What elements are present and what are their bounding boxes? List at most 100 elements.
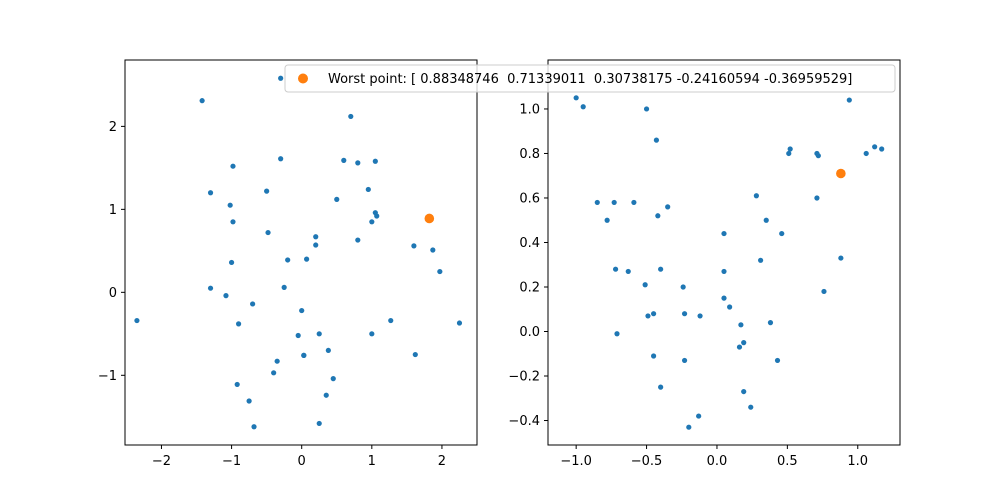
data-point <box>199 98 205 104</box>
data-point <box>879 146 885 152</box>
y-tick-label: 0.0 <box>519 325 540 340</box>
axes-frame <box>547 59 901 446</box>
legend-label: Worst point: [ 0.88348746 0.71339011 0.3… <box>328 72 852 87</box>
data-point <box>299 307 305 314</box>
data-point <box>227 202 233 208</box>
data-point <box>230 163 236 169</box>
data-point <box>821 288 827 295</box>
x-tick-label: 2 <box>438 454 446 469</box>
data-point <box>348 113 354 120</box>
x-tick-label: 0.0 <box>707 454 728 469</box>
x-tick-label: 1 <box>368 454 376 469</box>
data-point <box>815 153 821 159</box>
data-point <box>365 186 371 193</box>
data-point <box>341 157 347 163</box>
data-point <box>388 317 394 324</box>
data-point <box>456 320 463 326</box>
data-point <box>643 106 650 112</box>
data-point <box>374 213 380 219</box>
data-point <box>369 219 375 225</box>
data-point <box>721 295 727 301</box>
data-point <box>738 322 744 328</box>
data-point <box>295 332 301 339</box>
data-point <box>265 229 271 236</box>
data-point <box>653 137 660 143</box>
data-point <box>645 313 651 319</box>
data-point <box>285 257 291 263</box>
data-point <box>234 381 240 388</box>
data-point <box>278 75 284 81</box>
data-point <box>680 284 686 290</box>
data-point <box>301 352 307 358</box>
y-tick-label: −0.4 <box>508 414 540 429</box>
data-point <box>651 353 657 359</box>
data-point <box>594 199 600 206</box>
data-point <box>235 321 242 327</box>
data-point <box>614 331 620 337</box>
data-point <box>763 217 769 223</box>
legend-box <box>284 64 896 93</box>
data-point <box>758 257 764 263</box>
left-scatter-panel: −2 −1 0 1 2 −1 0 1 2 <box>98 59 478 469</box>
data-point <box>430 247 436 253</box>
y-tick-label: −1 <box>98 369 117 384</box>
data-point <box>316 331 322 337</box>
data-point <box>741 340 747 346</box>
worst-point <box>836 168 846 179</box>
data-point <box>786 150 792 157</box>
data-point <box>355 160 361 166</box>
legend-marker <box>298 73 308 84</box>
data-point <box>316 420 322 427</box>
data-point <box>612 266 619 272</box>
data-point <box>697 313 703 319</box>
data-point <box>207 285 214 291</box>
data-point <box>223 293 229 299</box>
y-tick-label: 1 <box>109 203 117 218</box>
y-tick-label: 0.2 <box>519 280 540 295</box>
data-point <box>696 413 702 419</box>
data-point <box>330 376 336 382</box>
right-scatter-panel: −1.0 −0.5 0.0 0.5 1.0 −0.4 −0.2 0.0 0.2 0.4 0.6 0.8… <box>508 59 901 469</box>
data-point <box>611 199 617 206</box>
data-point <box>681 357 688 364</box>
data-point <box>721 268 727 275</box>
data-point <box>838 255 844 261</box>
data-point <box>304 256 310 262</box>
data-point <box>325 347 331 354</box>
data-point <box>658 384 664 390</box>
data-point <box>580 104 586 110</box>
data-point <box>655 213 661 219</box>
y-tick-label: −0.2 <box>508 370 540 385</box>
data-point <box>748 404 754 410</box>
y-tick-label: 0 <box>109 286 117 301</box>
data-point <box>686 424 692 430</box>
data-point <box>228 259 235 266</box>
x-tick-label: 0.5 <box>777 454 798 469</box>
data-point <box>334 196 340 202</box>
y-tick-label: 0.8 <box>519 147 540 162</box>
data-point <box>787 146 793 152</box>
data-point <box>271 370 277 376</box>
data-point <box>437 268 443 275</box>
data-point <box>736 344 743 350</box>
data-point <box>411 243 417 249</box>
data-point <box>250 301 256 307</box>
data-point <box>313 242 319 248</box>
data-point <box>651 311 657 317</box>
y-tick-label: 1.0 <box>519 102 540 117</box>
data-point <box>779 230 785 237</box>
data-point <box>658 266 664 272</box>
x-tick-label: −0.5 <box>631 454 663 469</box>
data-point <box>207 190 214 196</box>
data-point <box>251 424 257 430</box>
data-point <box>134 317 140 324</box>
data-point <box>642 282 648 288</box>
data-point <box>753 193 759 199</box>
data-point <box>741 388 747 395</box>
data-point <box>264 188 270 194</box>
data-point <box>872 144 878 150</box>
data-point <box>767 320 774 326</box>
x-tick-label: 0 <box>298 454 306 469</box>
data-point <box>625 268 631 275</box>
